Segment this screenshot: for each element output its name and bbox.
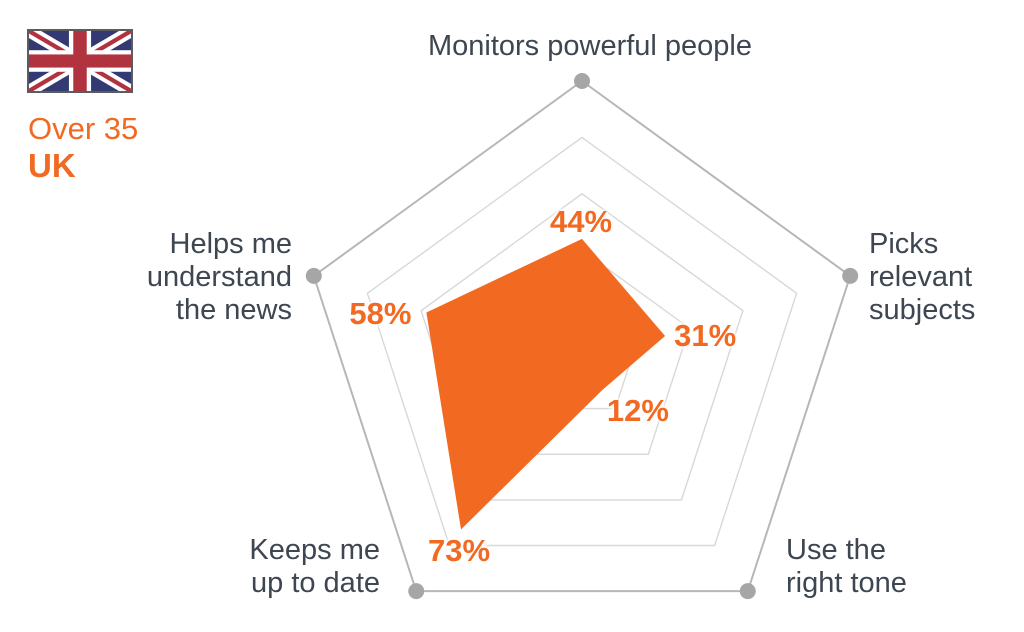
value-label-monitors: 44% — [549, 203, 613, 239]
grid-ring — [312, 79, 852, 593]
axis-vertex-dot — [739, 583, 756, 600]
axis-vertex-dot — [408, 583, 425, 600]
axis-vertex-dot — [574, 73, 590, 89]
axis-label-helps-me-understand-the-news: Helps me understand the news — [146, 228, 292, 326]
value-label-uptodate: 73% — [427, 532, 491, 568]
axis-vertex-dot — [305, 267, 322, 284]
data-polygon — [426, 238, 666, 530]
axis-label-monitors-powerful-people: Monitors powerful people — [427, 30, 752, 62]
union-jack-icon — [29, 31, 131, 91]
axis-label-picks-relevant-subjects: Picks relevant subjects — [869, 228, 976, 326]
axis-vertex-dot — [842, 267, 859, 284]
grid-ring — [420, 192, 744, 501]
uk-flag-icon — [27, 29, 133, 93]
value-label-picks: 31% — [674, 317, 737, 353]
value-label-tone: 12% — [606, 393, 669, 429]
axis-label-use-the-right-tone: Use the right tone — [786, 534, 907, 599]
value-label-understand: 58% — [349, 296, 412, 332]
grid-ring — [366, 136, 798, 547]
age-group-label: Over 35 — [28, 111, 139, 146]
country-label: UK — [28, 147, 76, 184]
axis-label-keeps-me-up-to-date: Keeps me up to date — [249, 534, 380, 599]
